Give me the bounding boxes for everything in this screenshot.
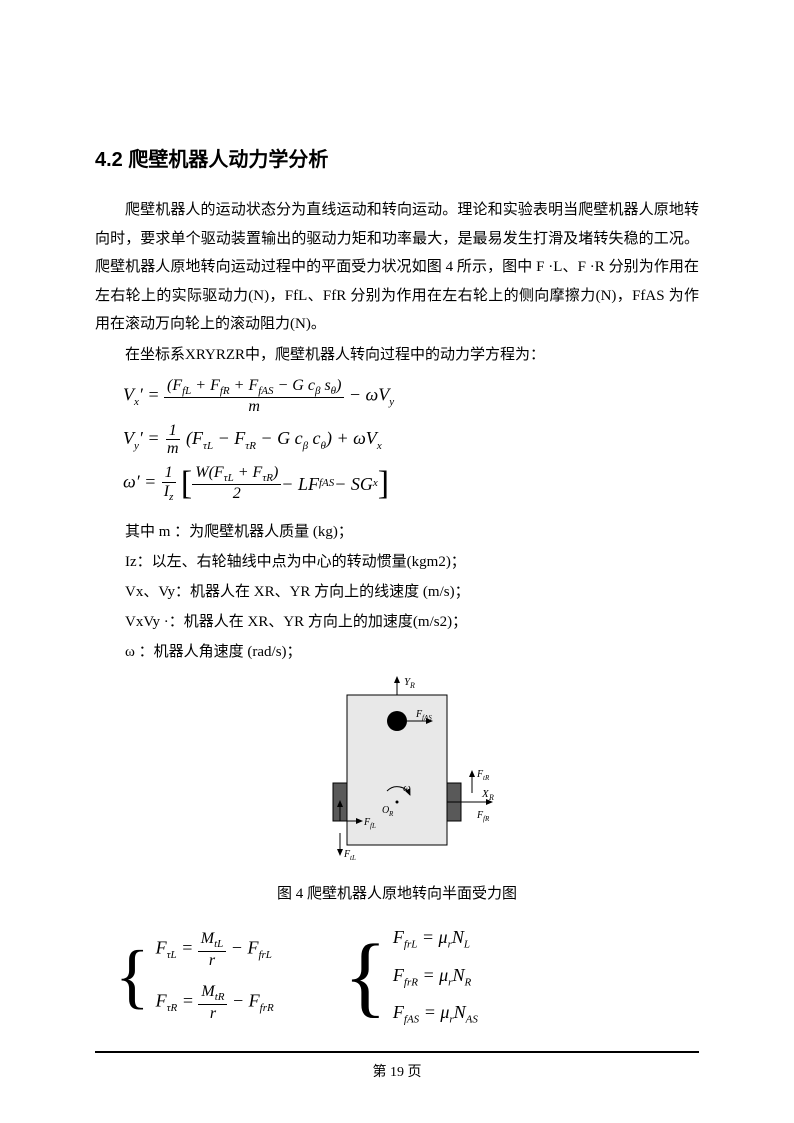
eq-ftl: FτL = MtLr − FfrL <box>156 930 274 969</box>
force-diagram-svg: Y R X R O R ω F fAS F tR F fR F fL F tL <box>292 673 502 873</box>
eq-ffrl: FfrL = μrNL <box>393 927 478 951</box>
svg-text:ω: ω <box>403 782 411 794</box>
equation-block-1: Vx′ = (FfL + FfR + FfAS − G cβ sθ) m − ω… <box>123 377 699 503</box>
page-number: 第 19 页 <box>95 1061 699 1081</box>
equation-group-1: { FτL = MtLr − FfrL FτR = MtRr − FfrR <box>115 927 274 1026</box>
eq-ffrr: FfrR = μrNR <box>393 965 478 989</box>
svg-text:fL: fL <box>370 822 376 830</box>
figure-4: Y R X R O R ω F fAS F tR F fR F fL F tL … <box>95 673 699 903</box>
svg-text:R: R <box>409 681 415 690</box>
var-m: 其中 m ：为爬壁机器人质量 (kg)； <box>125 517 699 547</box>
page-footer: 第 19 页 <box>95 1051 699 1081</box>
equation-omega: ω′ = 1Iz [ W(FτL + FτR)2 − LFfAS − SGx ] <box>123 464 699 503</box>
equation-block-2: { FτL = MtLr − FfrL FτR = MtRr − FfrR { … <box>115 927 699 1026</box>
var-vxvy-dot: VxVy ·：机器人在 XR、YR 方向上的加速度(m/s2)； <box>125 607 699 637</box>
svg-text:R: R <box>388 810 394 818</box>
equation-vy: Vy′ = 1m (FτL − FτR − G cβ cθ) + ωVx <box>123 422 699 458</box>
svg-text:tL: tL <box>350 854 356 862</box>
svg-text:fR: fR <box>483 815 490 823</box>
svg-text:fAS: fAS <box>422 714 432 722</box>
section-title: 4.2 爬壁机器人动力学分析 <box>95 143 699 172</box>
equation-vx: Vx′ = (FfL + FfR + FfAS − G cβ sθ) m − ω… <box>123 377 699 416</box>
svg-text:R: R <box>488 793 494 802</box>
figure-caption: 图 4 爬壁机器人原地转向半面受力图 <box>95 882 699 903</box>
svg-text:tR: tR <box>483 774 490 782</box>
variable-definitions: 其中 m ：为爬壁机器人质量 (kg)； Iz：以左、右轮轴线中点为中心的转动惯… <box>125 517 699 667</box>
eq-ftr: FτR = MtRr − FfrR <box>156 983 274 1022</box>
var-vxvy: Vx、Vy：机器人在 XR、YR 方向上的线速度 (m/s)； <box>125 577 699 607</box>
var-iz: Iz：以左、右轮轴线中点为中心的转动惯量(kgm2)； <box>125 547 699 577</box>
equation-group-2: { FfrL = μrNL FfrR = μrNR FfAS = μrNAS <box>344 927 478 1026</box>
eq-ffas: FfAS = μrNAS <box>393 1002 478 1026</box>
paragraph-1: 爬壁机器人的运动状态分为直线运动和转向运动。理论和实验表明当爬壁机器人原地转向时… <box>95 196 699 339</box>
var-omega: ω ：机器人角速度 (rad/s)； <box>125 637 699 667</box>
paragraph-2: 在坐标系XRYRZR中，爬壁机器人转向过程中的动力学方程为： <box>95 341 699 370</box>
